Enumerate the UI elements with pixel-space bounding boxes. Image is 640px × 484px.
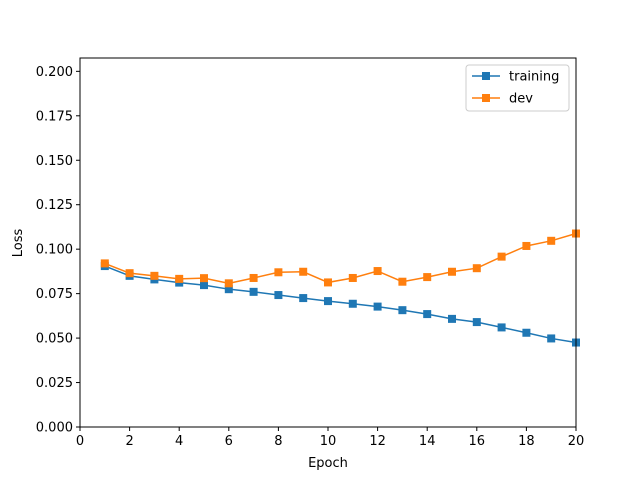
data-point — [398, 306, 407, 315]
x-tick-label: 16 — [469, 434, 486, 449]
data-point — [200, 281, 208, 290]
data-point — [100, 259, 109, 268]
data-point — [348, 299, 357, 308]
x-tick-label: 10 — [320, 434, 337, 449]
series-dev — [100, 229, 580, 288]
data-point — [274, 291, 283, 300]
legend: training dev — [465, 64, 570, 112]
data-point — [324, 297, 332, 306]
data-point — [522, 328, 531, 337]
data-point — [497, 323, 506, 332]
data-point — [224, 279, 233, 288]
x-tick-label: 12 — [369, 434, 386, 449]
data-point — [522, 241, 531, 250]
data-point — [348, 273, 357, 282]
data-point — [274, 268, 283, 277]
legend-label-training: training — [509, 70, 559, 85]
x-axis-label: Epoch — [308, 456, 348, 471]
y-tick-label: 0.100 — [36, 243, 73, 258]
data-point — [249, 273, 258, 282]
data-point — [324, 278, 332, 287]
x-tick-label: 20 — [568, 434, 585, 449]
y-axis-label: Loss — [11, 229, 26, 258]
x-tick-label: 6 — [225, 434, 233, 449]
data-point — [448, 267, 456, 276]
data-point — [423, 310, 432, 319]
legend-label-dev: dev — [509, 92, 533, 107]
y-tick-label: 0.150 — [36, 154, 73, 169]
y-tick-label: 0.000 — [36, 421, 73, 436]
y-tick-label: 0.200 — [36, 65, 73, 80]
data-point — [249, 287, 258, 296]
legend-marker-dev — [482, 94, 490, 102]
data-point — [547, 334, 556, 343]
data-point — [125, 269, 134, 278]
y-tick-label: 0.175 — [36, 109, 73, 124]
series-layer — [100, 229, 580, 347]
data-point — [472, 264, 481, 273]
plot-frame — [79, 57, 577, 428]
y-tick-label: 0.125 — [36, 198, 73, 213]
series-line-dev — [104, 232, 577, 285]
y-tick-label: 0.050 — [36, 332, 73, 347]
series-training — [100, 262, 580, 347]
data-point — [224, 285, 233, 294]
data-point — [150, 271, 159, 280]
data-point — [299, 294, 308, 303]
y-axis-ticks: 0.000 0.025 0.050 0.075 0.100 0.125 0.150 0.175… — [36, 65, 80, 436]
data-point — [299, 267, 308, 276]
x-tick-label: 14 — [419, 434, 436, 449]
data-point — [200, 274, 208, 283]
data-point — [175, 274, 184, 283]
data-point — [398, 277, 407, 286]
data-point — [547, 236, 556, 245]
data-point — [373, 267, 382, 276]
x-tick-label: 0 — [76, 434, 84, 449]
legend-marker-training — [482, 72, 490, 80]
x-tick-label: 8 — [274, 434, 282, 449]
data-point — [497, 252, 506, 261]
y-tick-label: 0.025 — [36, 376, 73, 391]
data-point — [373, 302, 382, 311]
x-tick-label: 2 — [125, 434, 133, 449]
series-line-training — [104, 265, 577, 344]
data-point — [423, 273, 432, 282]
x-tick-label: 4 — [175, 434, 183, 449]
x-tick-label: 18 — [518, 434, 535, 449]
data-point — [472, 318, 481, 327]
data-point — [448, 314, 456, 323]
y-tick-label: 0.075 — [36, 287, 73, 302]
x-axis-ticks: 0 2 4 6 8 10 12 14 16 18 20 — [76, 427, 584, 449]
